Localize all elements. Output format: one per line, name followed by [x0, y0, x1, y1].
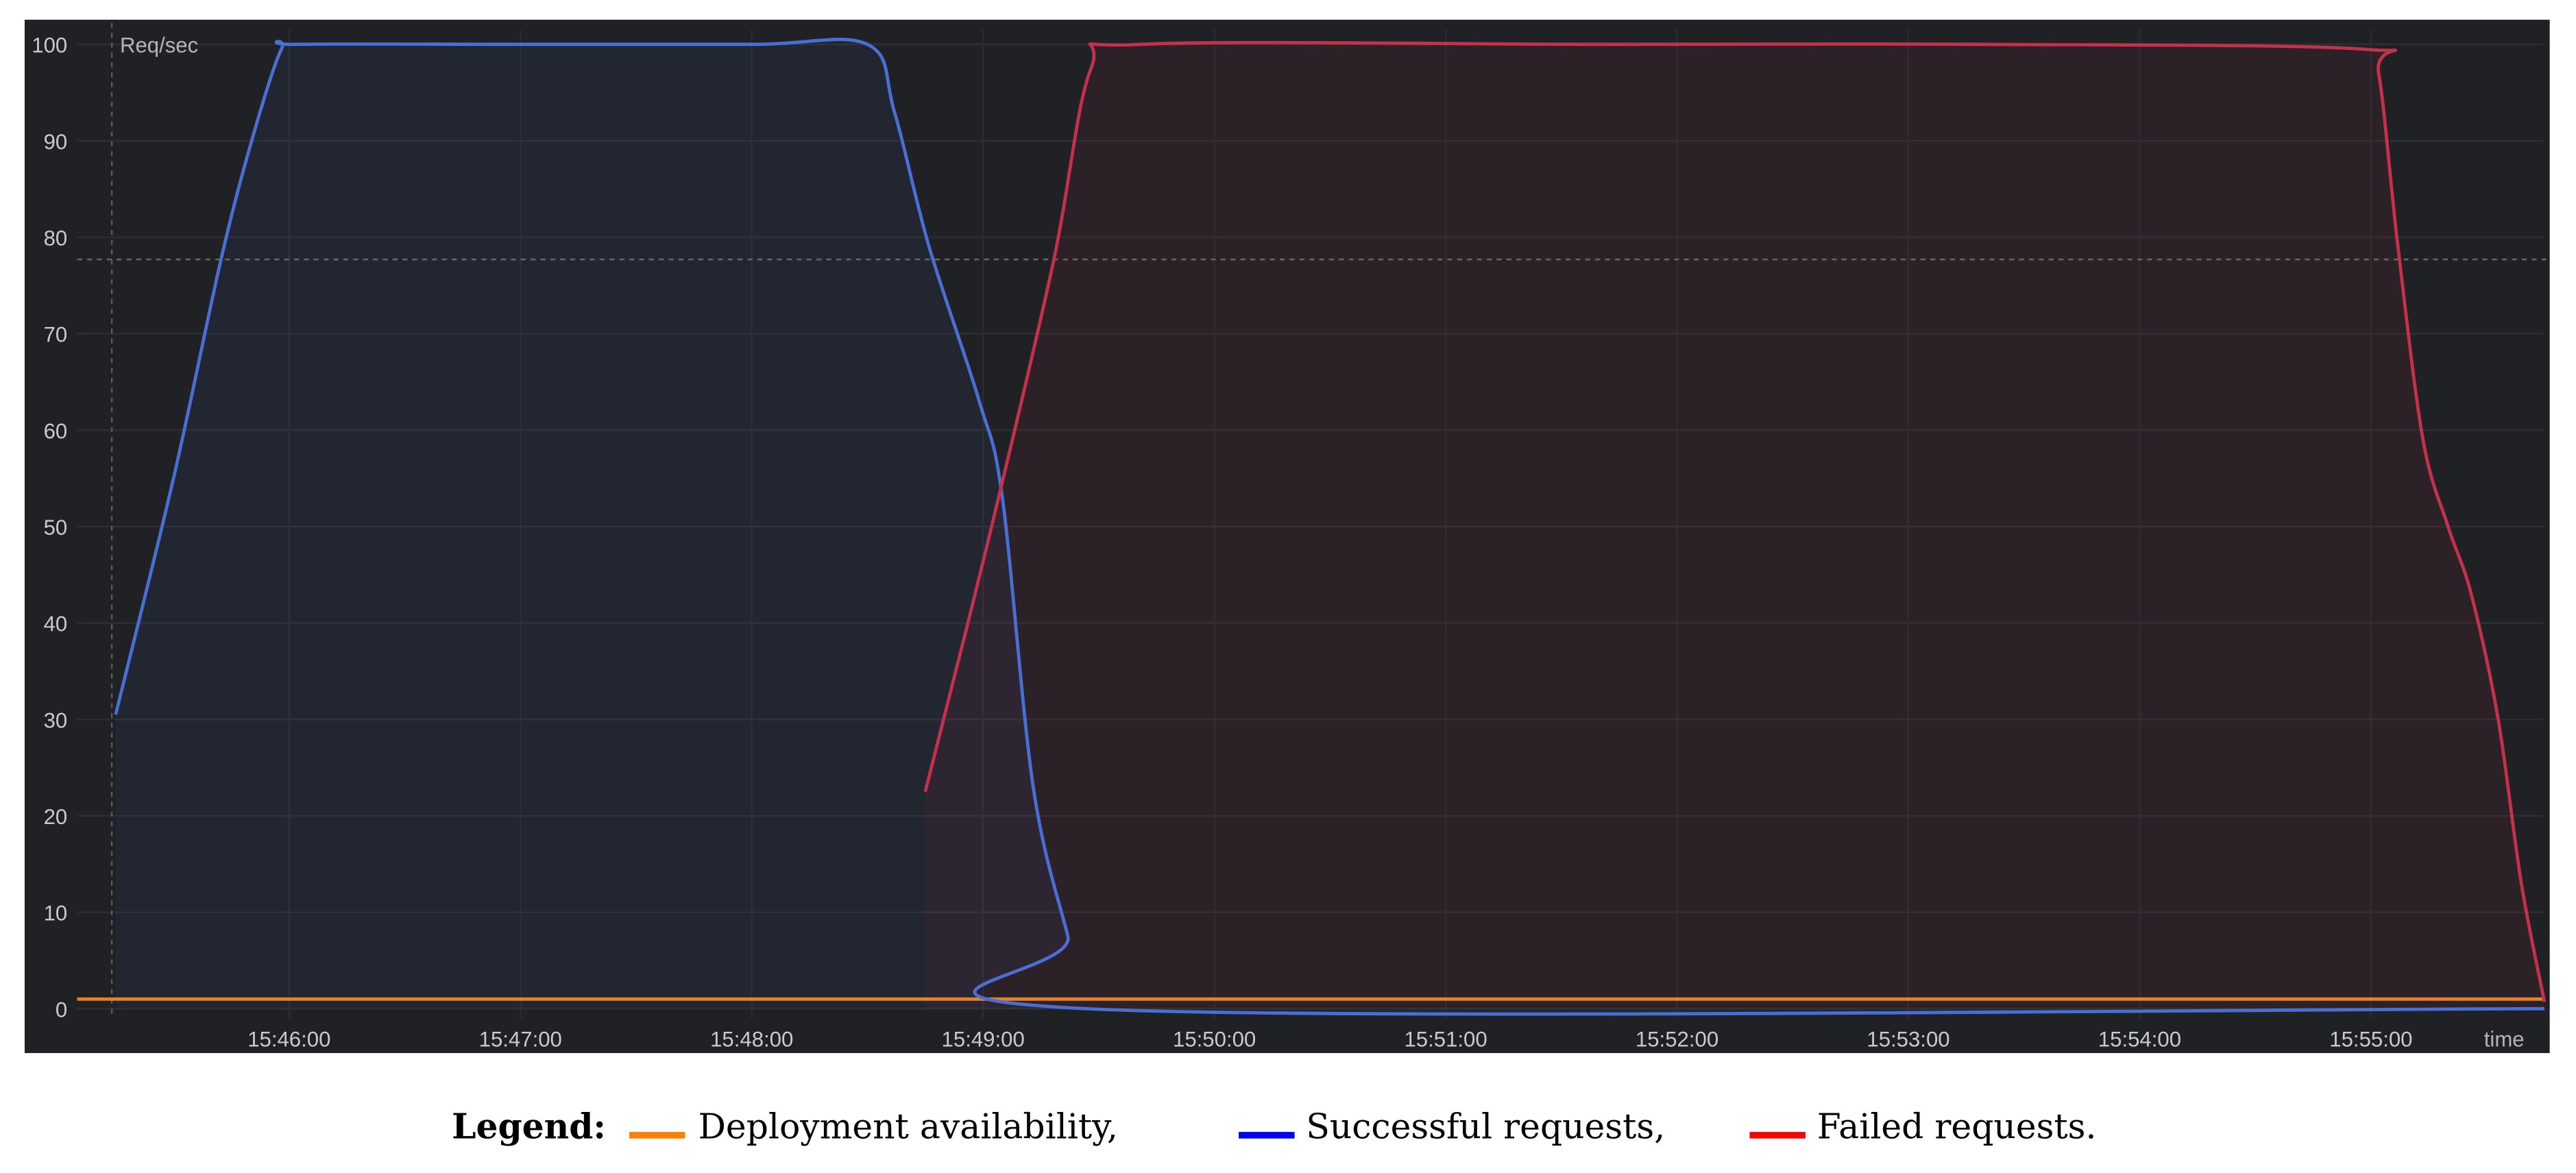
x-tick-label: 15:55:00 — [2329, 1027, 2412, 1051]
y-axis: 0 10 20 30 40 50 60 70 80 90 100 — [32, 34, 67, 1022]
y-tick-label: 20 — [44, 805, 68, 829]
x-tick-label: 15:47:00 — [479, 1027, 562, 1051]
legend-label-successful: Successful requests, — [1306, 1107, 1665, 1147]
legend-swatch-failed — [1749, 1132, 1806, 1139]
series-lines — [77, 38, 2547, 1016]
y-tick-label: 90 — [44, 130, 68, 154]
y-tick-label: 70 — [44, 323, 68, 347]
chart-panel — [24, 19, 2550, 1054]
legend: Legend: Deployment availability, Success… — [452, 1107, 2096, 1147]
legend-title: Legend: — [452, 1107, 606, 1147]
y-tick-label: 80 — [44, 226, 68, 250]
y-tick-label: 10 — [44, 902, 68, 926]
legend-label-deployment: Deployment availability, — [698, 1107, 1118, 1147]
x-tick-label: 15:52:00 — [1636, 1027, 1718, 1051]
legend-swatch-successful — [1239, 1132, 1295, 1139]
x-axis-label: time — [2484, 1027, 2525, 1051]
y-tick-label: 40 — [44, 612, 68, 636]
series-areas — [115, 39, 2544, 1015]
series-successful-requests-area — [115, 39, 2544, 1015]
x-tick-label: 15:48:00 — [710, 1027, 793, 1051]
y-axis-label: Req/sec — [120, 34, 198, 58]
y-tick-label: 30 — [44, 708, 68, 732]
x-tick-label: 15:51:00 — [1404, 1027, 1487, 1051]
x-tick-label: 15:46:00 — [247, 1027, 330, 1051]
y-tick-label: 100 — [32, 34, 67, 58]
x-tick-label: 15:50:00 — [1173, 1027, 1256, 1051]
x-tick-label: 15:54:00 — [2098, 1027, 2181, 1051]
y-tick-label: 0 — [56, 997, 67, 1021]
series-failed-requests-area — [925, 43, 2544, 1009]
legend-label-failed: Failed requests. — [1817, 1107, 2097, 1147]
x-axis: 15:46:00 15:47:00 15:48:00 15:49:00 15:50:00… — [247, 1027, 2412, 1051]
x-tick-label: 15:53:00 — [1867, 1027, 1949, 1051]
legend-swatch-deployment — [629, 1132, 685, 1139]
y-tick-label: 60 — [44, 419, 68, 443]
series-successful-requests-line — [114, 38, 2544, 1016]
x-tick-label: 15:49:00 — [942, 1027, 1025, 1051]
series-failed-requests-line — [923, 40, 2547, 1002]
y-tick-label: 50 — [44, 516, 68, 540]
